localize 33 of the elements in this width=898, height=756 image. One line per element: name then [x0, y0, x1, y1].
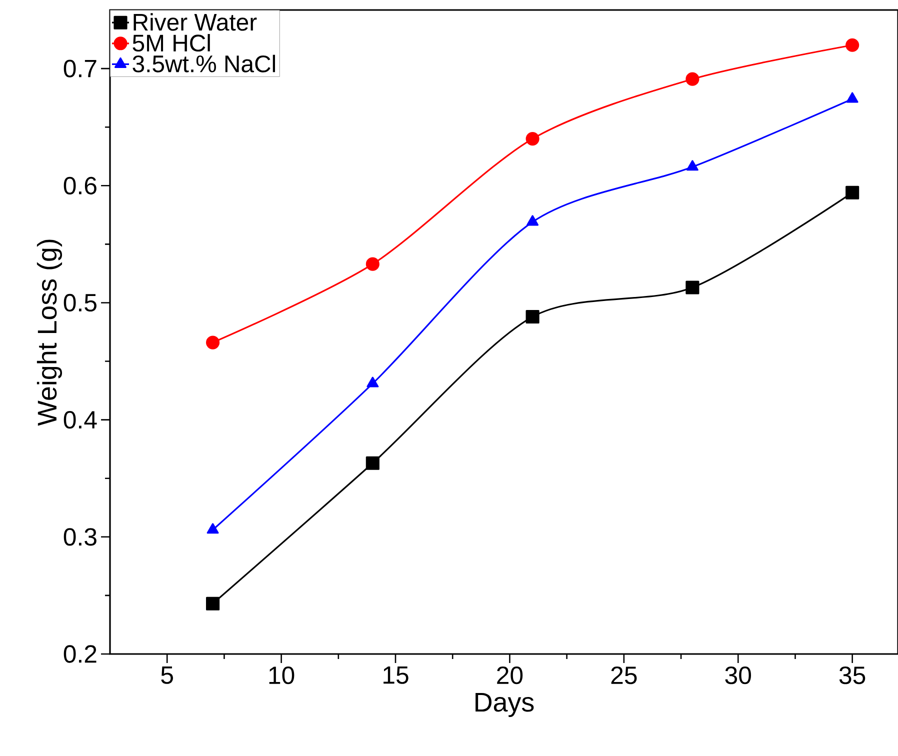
- point: [846, 92, 858, 103]
- point: [206, 523, 219, 534]
- point: [366, 376, 379, 388]
- point: [686, 280, 700, 294]
- point: [526, 132, 540, 146]
- point: [846, 38, 860, 52]
- y-axis-title: Weight Loss (g): [36, 240, 62, 426]
- point: [366, 257, 380, 271]
- y-tick-label: 0.3: [64, 528, 96, 546]
- x-tick-label: 20: [497, 666, 523, 684]
- point: [846, 186, 860, 200]
- legend-label: 3.5wt.% NaCl: [132, 54, 275, 72]
- x-tick-label: 10: [269, 666, 294, 684]
- x-tick-label: 25: [611, 666, 637, 684]
- point: [206, 336, 220, 350]
- x-tick-label: 5: [161, 666, 173, 684]
- y-tick-label: 0.6: [64, 176, 96, 194]
- legend-label: River Water: [134, 13, 257, 31]
- y-tick-label: 0.7: [64, 60, 96, 78]
- x-tick-label: 30: [725, 666, 751, 684]
- point: [686, 160, 698, 171]
- y-tick-label: 0.5: [64, 294, 96, 312]
- y-tick-label: 0.4: [64, 411, 97, 429]
- x-tick-label: 15: [384, 666, 408, 684]
- x-axis-title: Days: [476, 692, 534, 718]
- point: [526, 310, 540, 324]
- point: [366, 456, 380, 470]
- point: [206, 596, 220, 610]
- x-tick-label: 35: [839, 666, 866, 684]
- point: [526, 215, 539, 226]
- y-tick-label: 0.2: [64, 645, 96, 663]
- legend-label: 5M HCl: [132, 34, 210, 52]
- point: [686, 72, 700, 86]
